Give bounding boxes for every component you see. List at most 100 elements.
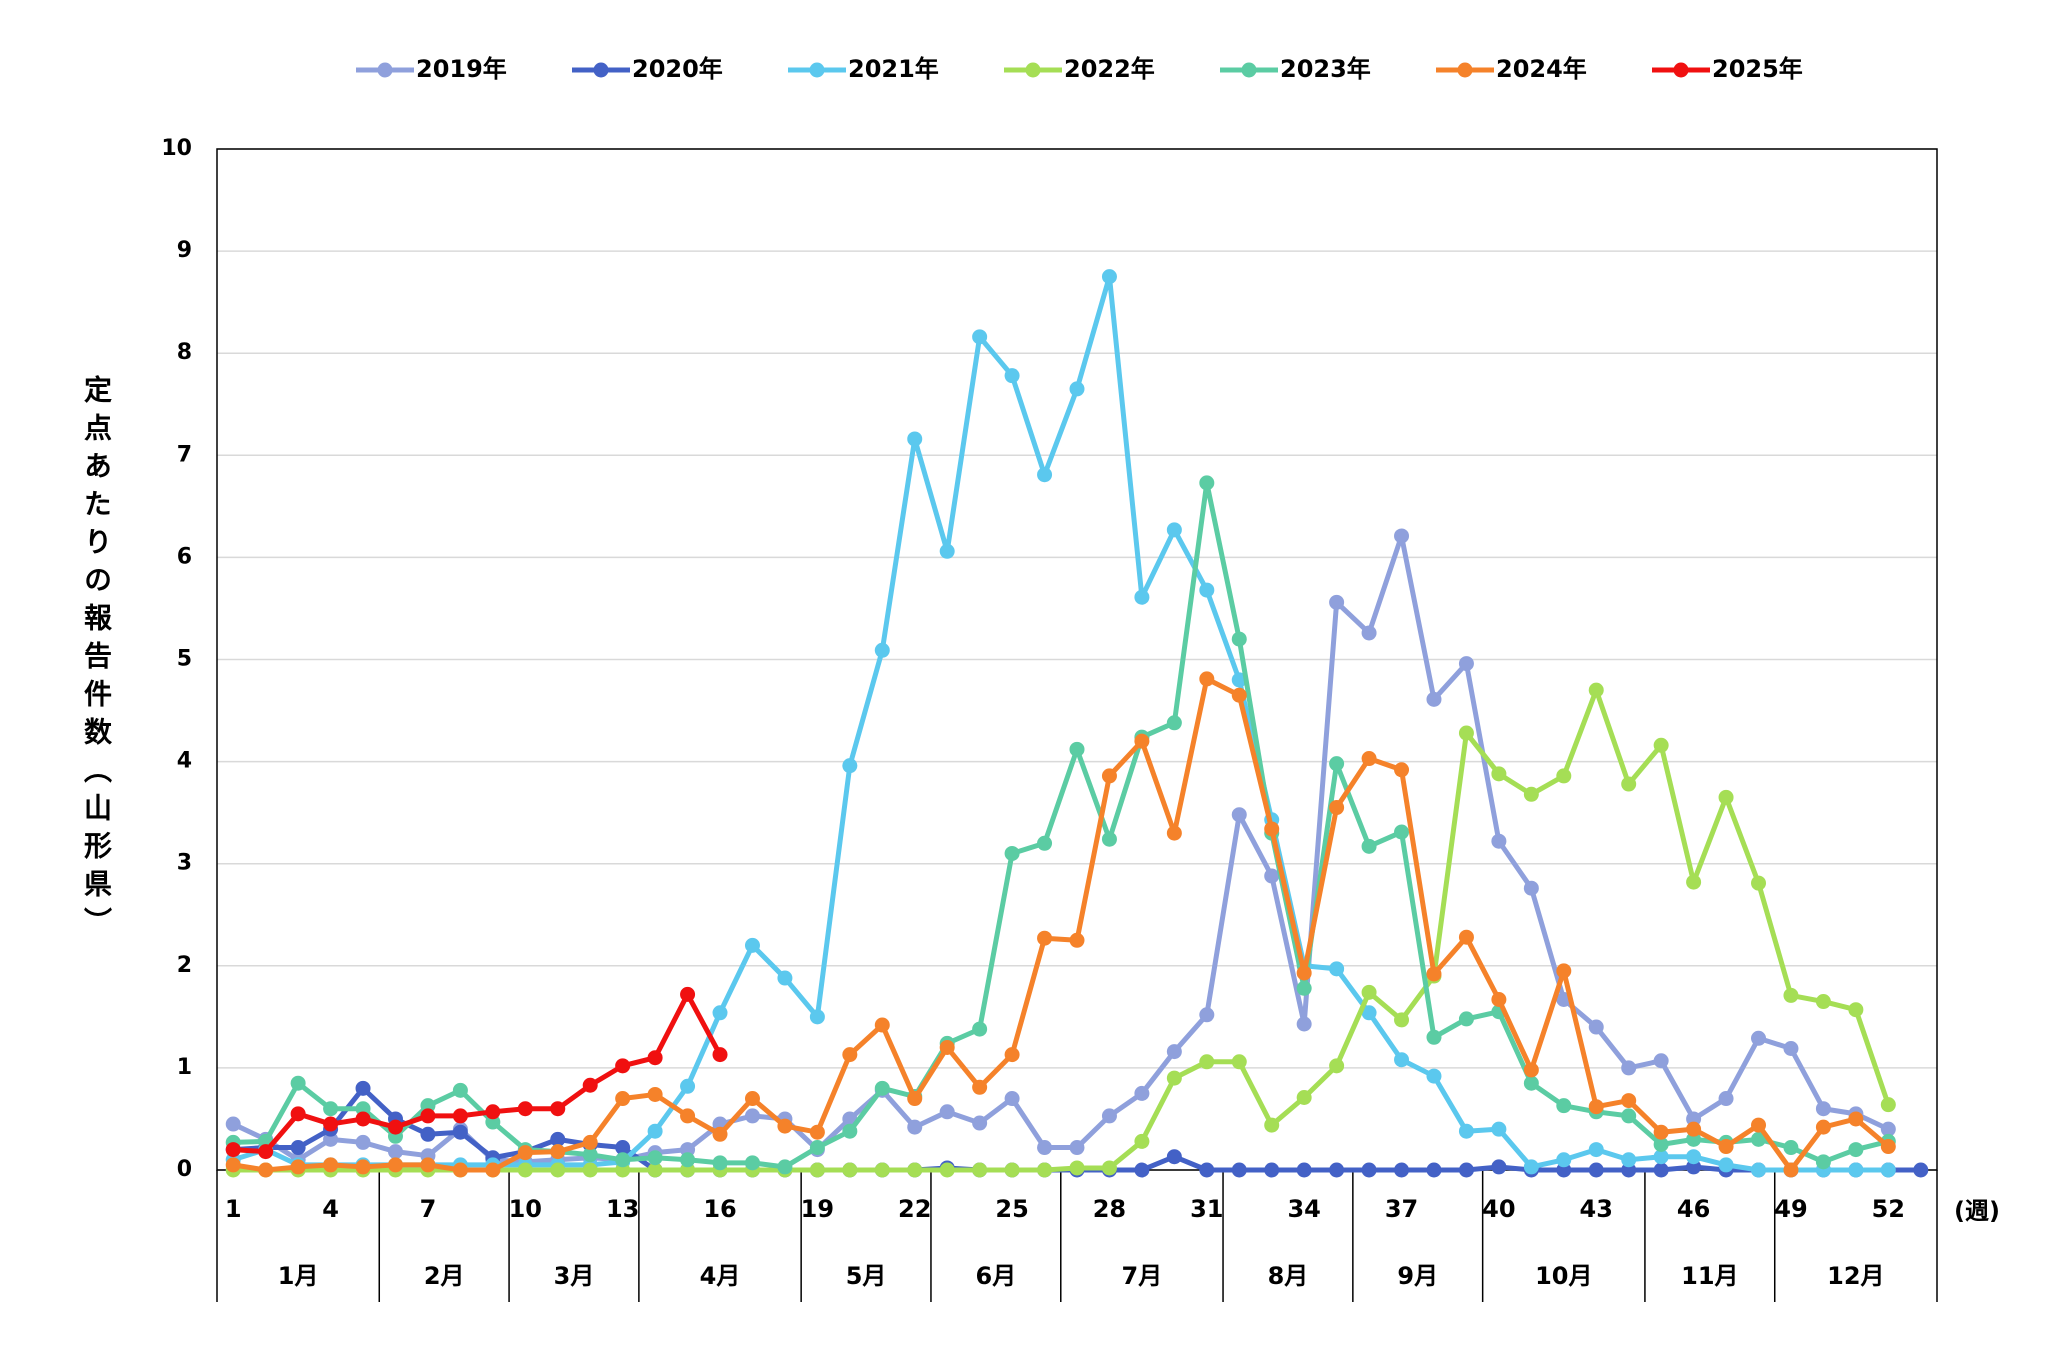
x-tick-label: 19: [801, 1195, 834, 1223]
data-point: [1848, 1162, 1864, 1178]
month-label: 5月: [846, 1262, 887, 1290]
data-point: [712, 1005, 728, 1021]
data-point: [1523, 786, 1539, 802]
data-point: [1101, 1108, 1117, 1124]
data-point: [615, 1140, 631, 1156]
y-tick-label: 7: [177, 442, 192, 467]
data-point: [1621, 1152, 1637, 1168]
data-point: [452, 1108, 468, 1124]
data-point: [1426, 966, 1442, 982]
data-point: [1101, 1160, 1117, 1176]
month-label: 1月: [278, 1262, 319, 1290]
data-point: [1458, 1011, 1474, 1027]
data-point: [907, 1162, 923, 1178]
data-point: [420, 1157, 436, 1173]
data-point: [290, 1159, 306, 1175]
data-point: [1848, 1111, 1864, 1127]
data-point: [582, 1077, 598, 1093]
data-point: [1037, 1162, 1053, 1178]
month-label: 4月: [700, 1262, 741, 1290]
data-point: [1361, 984, 1377, 1000]
data-point: [1815, 1119, 1831, 1135]
data-point: [1004, 845, 1020, 861]
data-point: [777, 1118, 793, 1134]
data-point: [1880, 1121, 1896, 1137]
series-line: [232, 274, 1889, 1173]
data-point: [1101, 269, 1117, 285]
data-point: [452, 1162, 468, 1178]
data-point: [1426, 1029, 1442, 1045]
data-point: [907, 431, 923, 447]
x-unit-label: (週): [1954, 1197, 2000, 1225]
x-tick-label: 13: [606, 1195, 639, 1223]
data-point: [939, 1039, 955, 1055]
y-tick-label: 5: [177, 647, 192, 672]
y-tick-label: 2: [177, 953, 192, 978]
y-tick-label: 6: [177, 544, 192, 569]
legend-label: 2025年: [1712, 55, 1803, 83]
data-point: [1458, 1123, 1474, 1139]
data-point: [1296, 965, 1312, 981]
data-point: [1783, 1140, 1799, 1156]
data-point: [1037, 1140, 1053, 1156]
data-point: [680, 986, 696, 1002]
legend-marker: [809, 62, 825, 78]
data-point: [1880, 1162, 1896, 1178]
data-point: [420, 1108, 436, 1124]
data-point: [1556, 768, 1572, 784]
data-point: [1491, 833, 1507, 849]
data-point: [1101, 768, 1117, 784]
data-point: [647, 1123, 663, 1139]
data-point: [1361, 838, 1377, 854]
data-point: [1588, 1162, 1604, 1178]
data-point: [809, 1009, 825, 1025]
data-point: [1394, 824, 1410, 840]
data-point: [1880, 1097, 1896, 1113]
data-point: [615, 1091, 631, 1107]
data-point: [1621, 1060, 1637, 1076]
x-tick-label: 4: [322, 1195, 339, 1223]
data-point: [1751, 1117, 1767, 1133]
data-point: [290, 1106, 306, 1122]
data-point: [1166, 1070, 1182, 1086]
data-point: [323, 1101, 339, 1117]
data-point: [1458, 929, 1474, 945]
data-point: [1815, 1101, 1831, 1117]
data-point: [1815, 1154, 1831, 1170]
data-point: [1004, 1047, 1020, 1063]
legend-marker: [377, 62, 393, 78]
legend-label: 2020年: [632, 55, 723, 83]
data-point: [1523, 1075, 1539, 1091]
data-point: [550, 1101, 566, 1117]
data-point: [1231, 687, 1247, 703]
x-tick-label: 22: [898, 1195, 931, 1223]
data-point: [582, 1134, 598, 1150]
data-point: [1361, 1005, 1377, 1021]
x-tick-label: 31: [1190, 1195, 1223, 1223]
y-tick-label: 0: [177, 1157, 192, 1182]
data-point: [1783, 1162, 1799, 1178]
x-tick-label: 7: [420, 1195, 437, 1223]
data-point: [1296, 1016, 1312, 1032]
data-point: [1329, 756, 1345, 772]
x-tick-label: 16: [703, 1195, 736, 1223]
data-point: [744, 937, 760, 953]
month-label: 11月: [1681, 1262, 1738, 1290]
legend-label: 2024年: [1496, 55, 1587, 83]
data-point: [1231, 631, 1247, 647]
data-point: [972, 1115, 988, 1131]
data-point: [1329, 1058, 1345, 1074]
legend-marker: [593, 62, 609, 78]
data-point: [1166, 715, 1182, 731]
data-point: [1166, 825, 1182, 841]
series-line: [233, 687, 1891, 1173]
data-point: [1329, 961, 1345, 977]
month-label: 7月: [1122, 1262, 1163, 1290]
data-point: [1653, 1136, 1669, 1152]
data-point: [1264, 821, 1280, 837]
data-point: [485, 1162, 501, 1178]
month-label: 2月: [424, 1262, 465, 1290]
x-tick-label: 46: [1677, 1195, 1710, 1223]
data-point: [680, 1108, 696, 1124]
data-point: [712, 1155, 728, 1171]
